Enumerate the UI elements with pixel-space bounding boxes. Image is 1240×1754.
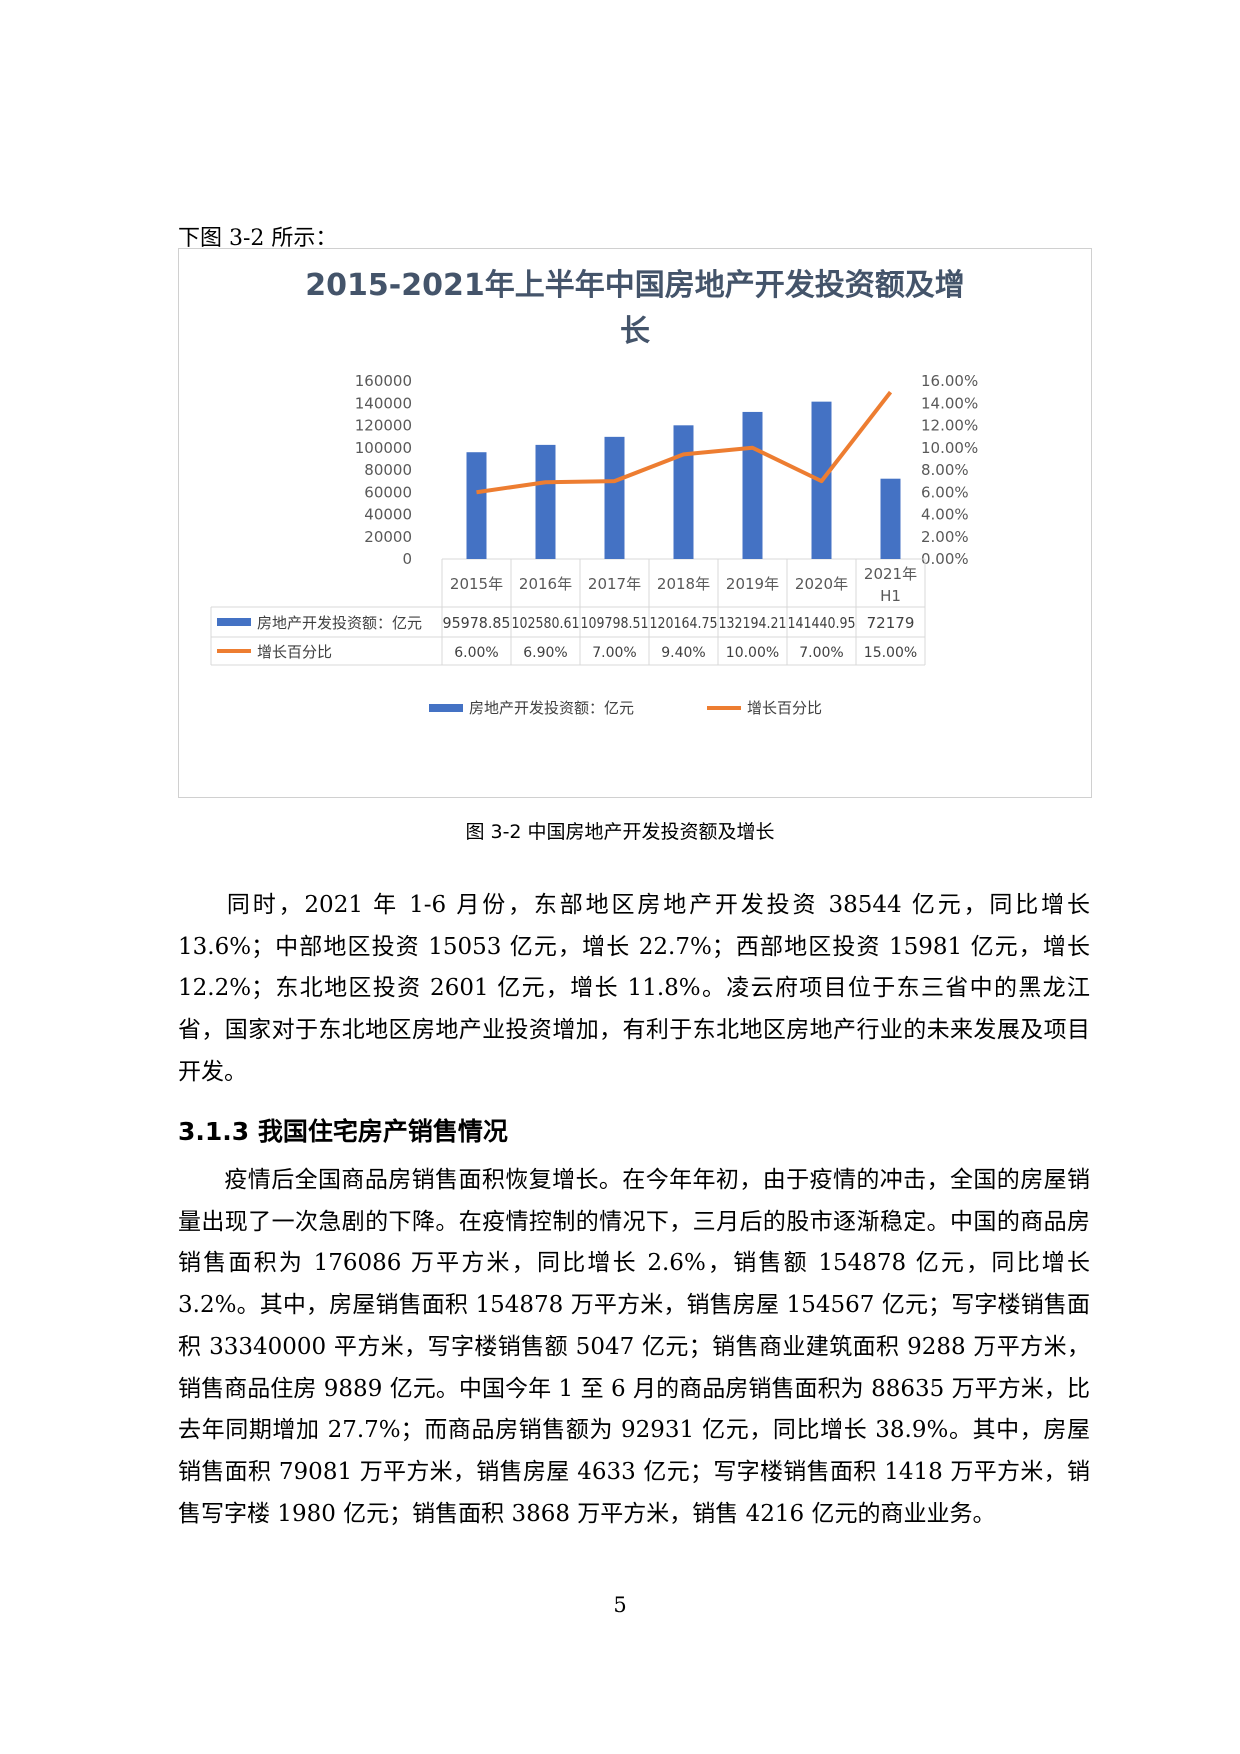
bar-3	[604, 436, 625, 559]
y-axis-right-tick-label: 14.00%	[921, 394, 978, 412]
table-value-investment: 109798.51	[581, 614, 649, 632]
table-legend-key-bar	[217, 618, 251, 626]
table-value-growth: 15.00%	[864, 645, 917, 661]
category-label: 2015年	[450, 575, 503, 593]
bar-4	[673, 425, 694, 559]
legend-label-investment: 房地产开发投资额：亿元	[469, 699, 634, 717]
table-value-growth: 6.00%	[454, 645, 498, 661]
table-value-investment: 72179	[867, 614, 915, 632]
section-heading: 3.1.3 我国住宅房产销售情况	[178, 1117, 508, 1146]
category-label: H1	[880, 587, 901, 605]
y-axis-right-tick-label: 12.00%	[921, 417, 978, 435]
table-row-label: 增长百分比	[257, 643, 332, 661]
paragraph-east-region-text: 同时，2021 年 1-6 月份，东部地区房地产开发投资 38544 亿元，同比…	[178, 892, 1090, 1085]
table-value-investment: 95978.85	[443, 614, 511, 632]
bar-1	[466, 452, 487, 559]
paragraph-sales-text: 疫情后全国商品房销售面积恢复增长。在今年年初，由于疫情的冲击，全国的房屋销量出现…	[178, 1167, 1090, 1527]
y-axis-right-tick-label: 2.00%	[921, 528, 969, 546]
category-label: 2021年	[864, 565, 917, 583]
category-label: 2016年	[519, 575, 572, 593]
paragraph-sales: 疫情后全国商品房销售面积恢复增长。在今年年初，由于疫情的冲击，全国的房屋销量出现…	[178, 1160, 1090, 1535]
category-label: 2020年	[795, 575, 848, 593]
figure-caption: 图 3-2 中国房地产开发投资额及增长	[465, 821, 775, 843]
y-axis-left-tick-label: 20000	[364, 528, 412, 546]
category-label: 2019年	[726, 575, 779, 593]
page-number: 5	[613, 1593, 627, 1617]
y-axis-left-tick-label: 0	[402, 550, 412, 568]
y-axis-left-tick-label: 140000	[355, 394, 412, 412]
y-axis-right-tick-label: 0.00%	[921, 550, 969, 568]
y-axis-left-tick-label: 60000	[364, 483, 412, 501]
table-value-investment: 132194.21	[719, 614, 787, 632]
category-label: 2018年	[657, 575, 710, 593]
table-value-growth: 7.00%	[592, 645, 636, 661]
y-axis-left-tick-label: 160000	[355, 372, 412, 390]
y-axis-right-tick-label: 8.00%	[921, 461, 969, 479]
table-value-growth: 7.00%	[799, 645, 843, 661]
bar-2	[535, 444, 556, 559]
y-axis-left-tick-label: 80000	[364, 461, 412, 479]
table-value-investment: 102580.61	[512, 614, 580, 632]
paragraph-east-region: 同时，2021 年 1-6 月份，东部地区房地产开发投资 38544 亿元，同比…	[178, 885, 1090, 1094]
y-axis-right-tick-label: 4.00%	[921, 506, 969, 524]
table-value-investment: 141440.95	[788, 614, 856, 632]
investment-chart: 2015-2021年上半年中国房地产开发投资额及增 长 0 20000 40000 6…	[210, 268, 978, 717]
y-axis-left-tick-label: 120000	[355, 417, 412, 435]
table-row-label: 房地产开发投资额：亿元	[257, 614, 422, 632]
legend-key-bar	[429, 704, 463, 712]
chart-container: 2015-2021年上半年中国房地产开发投资额及增 长 0 20000 40000 6…	[178, 248, 1092, 798]
lead-text: 下图 3-2 所示：	[178, 226, 338, 251]
legend-label-growth: 增长百分比	[747, 699, 822, 717]
table-value-investment: 120164.75	[650, 614, 718, 632]
y-axis-right-tick-label: 10.00%	[921, 439, 978, 457]
chart-title-line1: 2015-2021年上半年中国房地产开发投资额及增	[305, 268, 964, 303]
category-label: 2017年	[588, 575, 641, 593]
bar-5	[742, 411, 763, 559]
table-value-growth: 10.00%	[726, 645, 779, 661]
y-axis-left-tick-label: 100000	[355, 439, 412, 457]
table-value-growth: 9.40%	[661, 645, 705, 661]
y-axis-right-tick-label: 6.00%	[921, 483, 969, 501]
chart-title-line2: 长	[620, 314, 650, 349]
table-value-growth: 6.90%	[523, 645, 567, 661]
bar-7	[880, 478, 901, 559]
y-axis-left-tick-label: 40000	[364, 506, 412, 524]
y-axis-right-tick-label: 16.00%	[921, 372, 978, 390]
